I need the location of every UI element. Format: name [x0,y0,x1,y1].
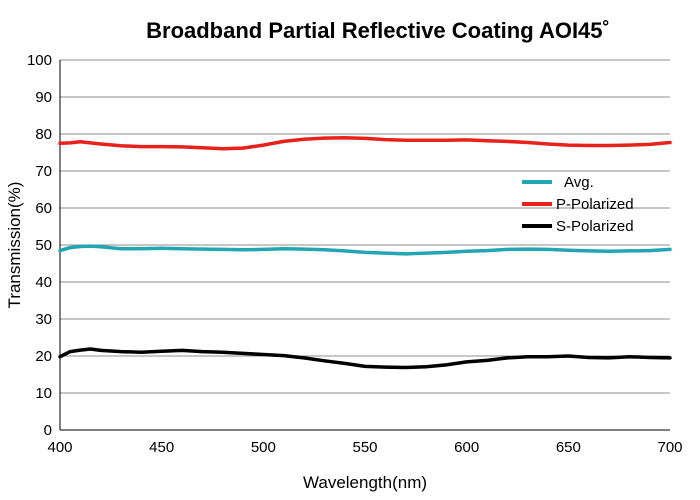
y-tick-label: 10 [35,385,52,402]
legend-label: S-Polarized [556,218,634,235]
y-tick-label: 50 [35,237,52,254]
x-tick-label: 450 [149,439,174,456]
series-line-s-polarized [58,347,672,370]
data-series [58,135,672,370]
legend-label: P-Polarized [556,196,634,213]
y-tick-label: 30 [35,311,52,328]
y-tick-label: 100 [27,52,52,69]
y-axis-label: Transmission(%) [5,182,24,309]
y-tick-label: 80 [35,126,52,143]
y-tick-label: 20 [35,348,52,365]
legend: Avg. P-Polarized S-Polarized [522,174,634,235]
x-tick-label: 400 [47,439,72,456]
x-axis-ticks: 400 450 500 550 600 650 700 [47,439,682,456]
y-tick-label: 0 [44,422,52,439]
series-line-avg [58,244,672,256]
y-tick-label: 70 [35,163,52,180]
chart-title: Broadband Partial Reflective Coating AOI… [146,18,610,43]
axes [59,60,670,431]
gridlines [60,59,670,394]
legend-label: Avg. [564,174,594,191]
y-tick-label: 40 [35,274,52,291]
x-tick-label: 700 [657,439,682,456]
x-tick-label: 500 [251,439,276,456]
x-tick-label: 550 [352,439,377,456]
x-tick-label: 600 [454,439,479,456]
x-tick-label: 650 [556,439,581,456]
y-tick-label: 90 [35,89,52,106]
series-line-p-polarized [58,135,672,151]
y-tick-label: 60 [35,200,52,217]
y-axis-ticks: 0 10 20 30 40 50 60 70 80 90 100 [27,52,52,439]
x-axis-label: Wavelength(nm) [303,473,427,492]
